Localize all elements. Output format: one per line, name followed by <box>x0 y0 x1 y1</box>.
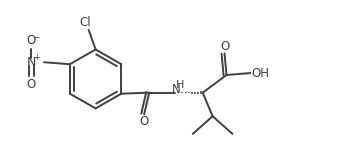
Text: O: O <box>140 115 149 128</box>
Text: H: H <box>176 80 184 90</box>
Text: OH: OH <box>251 67 269 80</box>
Text: O: O <box>26 34 36 47</box>
Text: −: − <box>32 32 40 41</box>
Text: Cl: Cl <box>79 16 91 29</box>
Text: O: O <box>220 40 229 53</box>
Text: +: + <box>33 53 40 62</box>
Text: N: N <box>172 83 180 96</box>
Text: N: N <box>26 56 36 69</box>
Text: O: O <box>26 78 36 91</box>
